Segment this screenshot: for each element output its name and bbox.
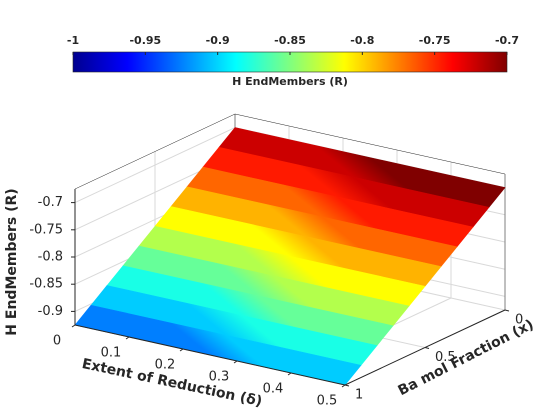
z-axis-label: H EndMembers (R) <box>4 188 20 335</box>
x-tick <box>179 348 184 352</box>
grid-line <box>74 127 236 204</box>
x-tick <box>233 360 238 364</box>
y-tick-label: 1 <box>355 388 363 403</box>
colorbar-tick-label: -0.75 <box>419 34 451 47</box>
x-tick <box>125 336 130 340</box>
x-tick <box>341 384 346 388</box>
y-tick <box>504 309 510 312</box>
colorbar-label: H EndMembers (R) <box>232 75 348 88</box>
colorbar-tick-label: -1 <box>67 34 79 47</box>
y-tick-label: 0 <box>515 313 523 328</box>
z-tick-label: -0.9 <box>38 304 63 319</box>
colorbar-tick-label: -0.85 <box>274 34 306 47</box>
x-tick-label: 0.3 <box>209 370 230 385</box>
x-tick-label: 0.1 <box>101 346 122 361</box>
z-tick-label: -0.75 <box>29 222 63 237</box>
y-tick <box>344 384 350 387</box>
z-tick-label: -0.8 <box>38 250 63 265</box>
plot-layer: 0 0.1 0.2 0.3 0.4 0.5 0 0.5 1 -0.9 -0.85 -0.8 -0.75 -… <box>4 34 536 410</box>
x-tick <box>71 324 76 328</box>
y-tick-label: 0.5 <box>435 350 456 365</box>
x-tick <box>287 372 292 376</box>
x-tick-label: 0.5 <box>317 394 338 409</box>
colorbar-tick-label: -0.8 <box>350 34 374 47</box>
colorbar-tick-label: -0.7 <box>495 34 519 47</box>
x-tick-label: 0 <box>53 334 61 349</box>
z-tick-label: -0.85 <box>29 277 63 292</box>
x-tick-label: 0.4 <box>263 382 284 397</box>
z-tick-label: -0.7 <box>38 195 63 210</box>
x-tick-label: 0.2 <box>155 358 176 373</box>
y-tick <box>424 347 430 349</box>
x-axis <box>74 324 346 386</box>
box-edge <box>74 113 236 190</box>
colorbar-tick-label: -0.95 <box>129 34 161 47</box>
box-edge <box>234 113 506 175</box>
colorbar-tick-label: -0.9 <box>206 34 230 47</box>
